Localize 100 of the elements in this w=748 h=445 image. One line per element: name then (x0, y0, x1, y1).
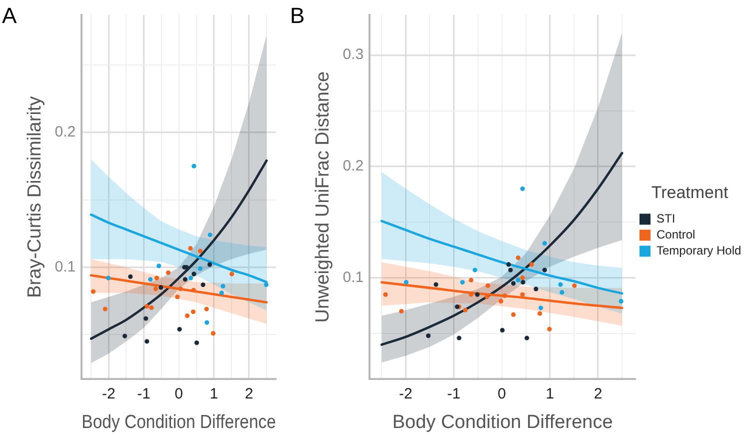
line-series (380, 152, 624, 346)
point (158, 285, 164, 290)
point (520, 186, 525, 192)
point (144, 316, 148, 321)
point (264, 282, 268, 288)
point (508, 268, 513, 272)
point (154, 276, 160, 280)
x-tick-label: 2 (594, 385, 602, 402)
point (204, 320, 210, 325)
point (148, 277, 153, 282)
point (210, 331, 216, 336)
point (198, 266, 203, 271)
point (178, 286, 183, 292)
point (529, 262, 534, 267)
point (219, 290, 224, 296)
x-tick-label: -1 (137, 385, 150, 402)
point (520, 280, 526, 285)
point (434, 282, 438, 287)
point (468, 278, 474, 282)
point (520, 292, 525, 297)
point (520, 276, 525, 280)
point (506, 262, 511, 267)
point (198, 248, 203, 254)
legend-label: STI (656, 212, 676, 226)
point (191, 288, 196, 292)
chart-title: B (290, 3, 305, 28)
point (516, 256, 520, 260)
y-tick-label: 0.2 (342, 158, 364, 175)
point (90, 289, 96, 294)
point (184, 314, 190, 318)
line-series (380, 281, 624, 310)
point (200, 282, 206, 288)
y-tick-label: 0.2 (54, 123, 76, 140)
legend-label: Control (656, 228, 696, 242)
point (547, 326, 552, 332)
point (538, 311, 542, 316)
point (190, 309, 196, 314)
point (511, 281, 516, 286)
legend-label: Temporary Hold (656, 244, 742, 258)
point (500, 328, 505, 332)
point (486, 283, 490, 288)
x-axis-title: Body Condition Difference (82, 410, 276, 432)
x-tick-label: 0 (174, 385, 183, 402)
point (220, 284, 226, 288)
x-tick-label: 0 (498, 385, 506, 402)
point (208, 232, 212, 238)
point (460, 280, 465, 285)
line-series (380, 220, 624, 295)
point (463, 308, 468, 312)
point (106, 276, 111, 280)
point (524, 336, 530, 340)
line-series (90, 274, 268, 304)
x-axis-title: Body Condition Difference (392, 412, 613, 433)
point (542, 241, 547, 246)
point (156, 264, 162, 268)
x-tick-label: 1 (546, 385, 554, 402)
y-axis-title: Unweighted UniFrac Distance (312, 71, 334, 323)
point (122, 334, 128, 338)
x-tick-label: -1 (447, 385, 460, 402)
point (456, 336, 462, 340)
point (542, 268, 547, 272)
point (204, 306, 209, 312)
point (207, 262, 212, 267)
point (399, 308, 404, 314)
x-tick-label: 2 (244, 385, 254, 402)
point (538, 306, 544, 310)
point (502, 293, 508, 298)
y-tick-label: 0.1 (54, 258, 76, 276)
point (144, 339, 150, 344)
point (194, 340, 200, 346)
point (177, 326, 182, 332)
point (230, 272, 234, 276)
point (192, 272, 196, 276)
point (516, 278, 520, 282)
y-axis-title: Bray-Curtis Dissimilarity (24, 96, 46, 298)
point (572, 283, 577, 288)
x-tick-label: -2 (102, 385, 116, 402)
point (472, 268, 478, 272)
chart-title: A (2, 3, 17, 28)
point (128, 274, 133, 279)
point (511, 312, 516, 317)
point (383, 292, 388, 297)
point (534, 286, 538, 292)
point (498, 298, 504, 304)
y-tick-label: 0.3 (342, 46, 364, 64)
legend-title: Treatment (651, 182, 728, 202)
y-tick-label: 0.1 (342, 268, 364, 286)
point (153, 286, 158, 292)
x-tick-label: 1 (210, 385, 218, 402)
line-series (90, 159, 268, 340)
point (475, 292, 480, 297)
point (558, 282, 563, 287)
point (188, 246, 193, 251)
point (182, 277, 188, 282)
point (102, 306, 108, 312)
point (188, 276, 194, 280)
point (404, 280, 408, 285)
point (426, 333, 431, 338)
point (144, 304, 150, 309)
point (192, 164, 196, 168)
